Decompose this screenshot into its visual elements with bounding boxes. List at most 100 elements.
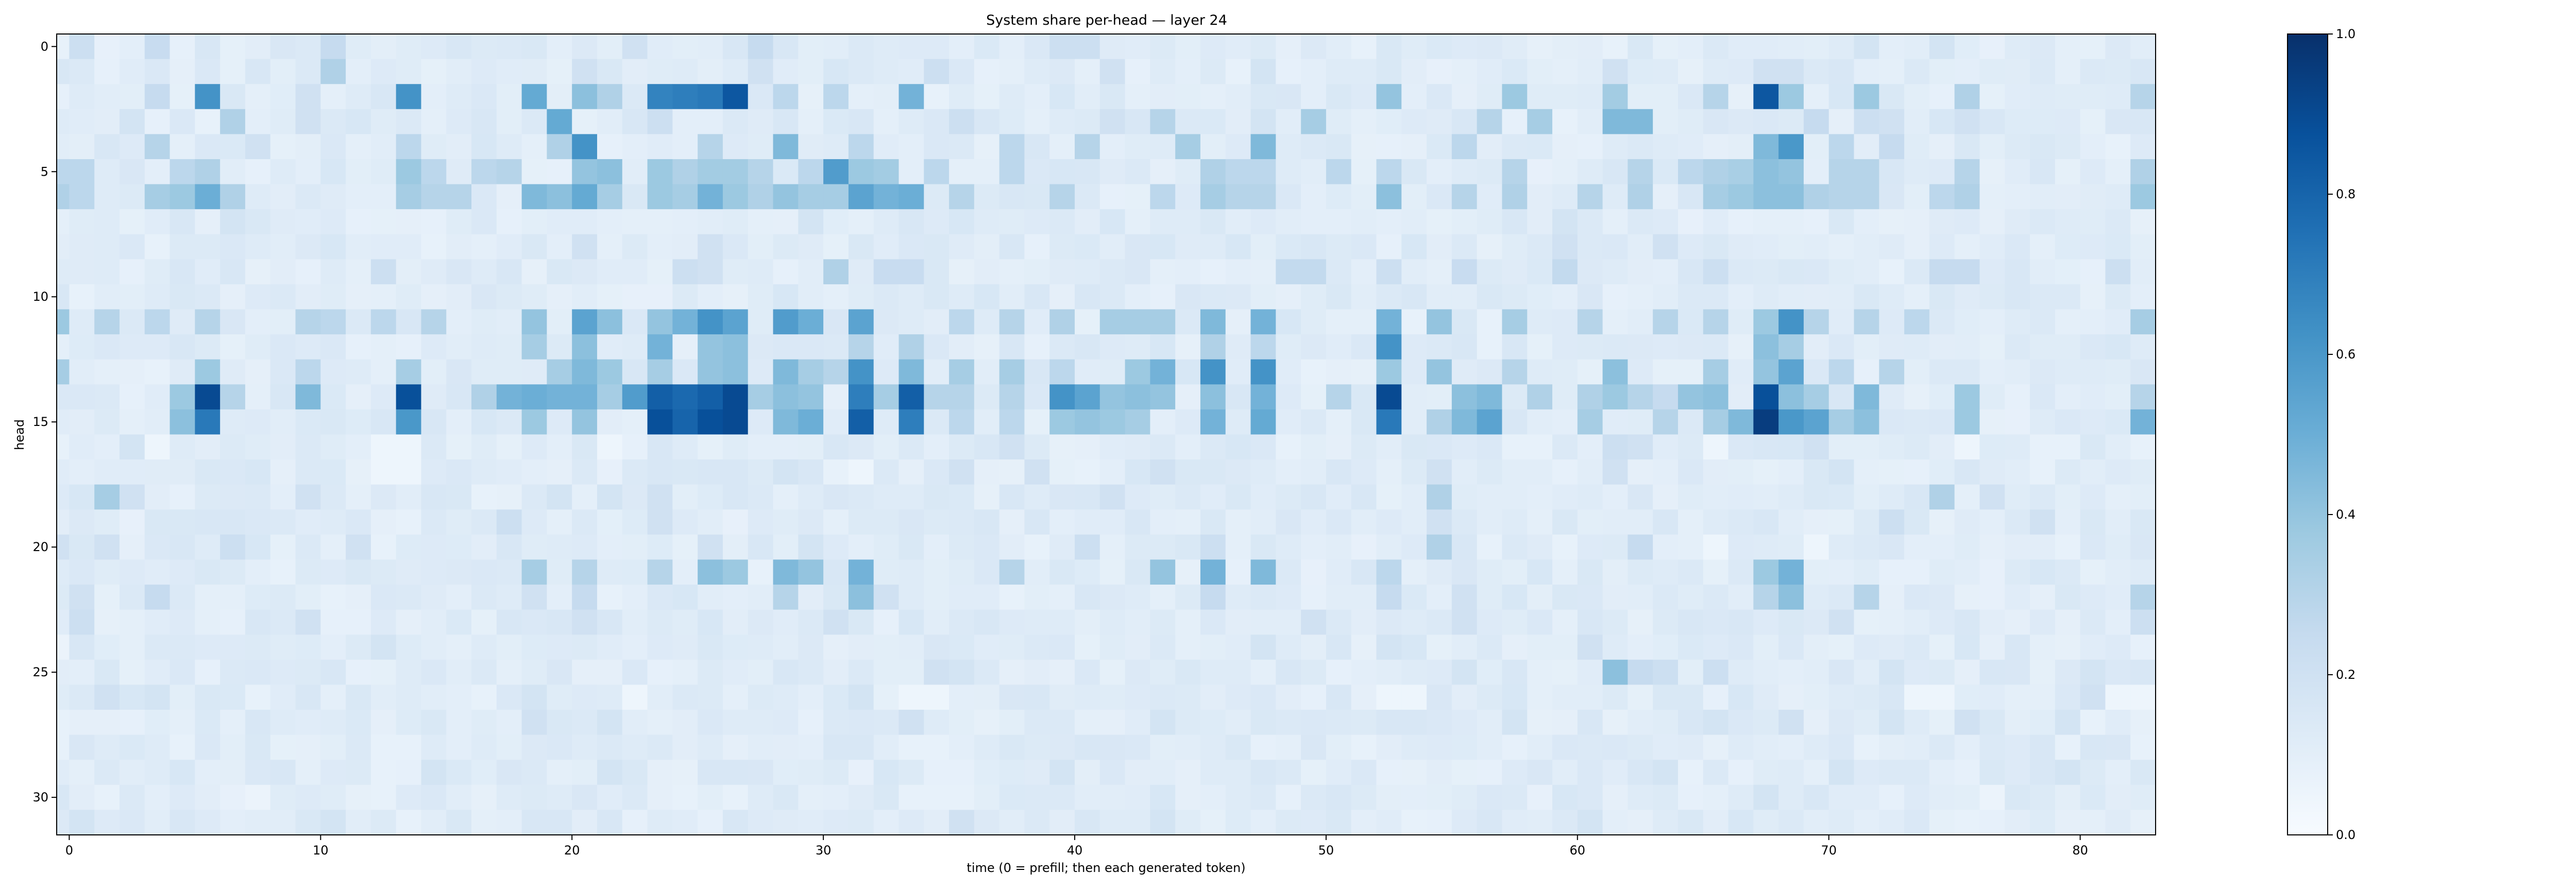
heatmap-cell: [1376, 134, 1402, 160]
heatmap-cell: [1677, 534, 1704, 560]
heatmap-cell: [220, 234, 246, 260]
heatmap-cell: [672, 784, 698, 810]
heatmap-cell: [1628, 109, 1653, 134]
heatmap-cell: [421, 484, 447, 510]
heatmap-cell: [1049, 760, 1075, 785]
heatmap-cell: [2105, 559, 2131, 585]
heatmap-cell: [1929, 259, 1955, 285]
heatmap-cell: [1677, 109, 1704, 134]
heatmap-cell: [1150, 484, 1176, 510]
heatmap-cell: [471, 309, 497, 335]
heatmap-cell: [1628, 234, 1653, 260]
heatmap-cell: [1200, 434, 1226, 460]
heatmap-cell: [1326, 109, 1352, 134]
heatmap-cell: [119, 810, 145, 835]
heatmap-cell: [1125, 109, 1150, 134]
heatmap-cell: [1828, 585, 1855, 610]
heatmap-cell: [1150, 760, 1176, 785]
heatmap-cell: [1099, 434, 1126, 460]
heatmap-cell: [1677, 484, 1704, 510]
heatmap-cell: [949, 784, 975, 810]
heatmap-cell: [873, 234, 900, 260]
heatmap-cell: [1828, 684, 1855, 710]
heatmap-cell: [446, 484, 472, 510]
heatmap-cell: [346, 334, 371, 360]
heatmap-cell: [1125, 284, 1150, 310]
heatmap-cell: [245, 810, 271, 835]
heatmap-cell: [1778, 734, 1804, 760]
heatmap-cell: [974, 784, 1000, 810]
heatmap-cell: [698, 209, 723, 235]
heatmap-cell: [1225, 609, 1251, 635]
heatmap-cell: [1728, 34, 1754, 60]
heatmap-cell: [245, 434, 271, 460]
heatmap-cell: [195, 334, 221, 360]
heatmap-cell: [1653, 585, 1679, 610]
heatmap-cell: [270, 384, 296, 410]
heatmap-cell: [1753, 635, 1779, 660]
heatmap-cell: [1929, 684, 1955, 710]
heatmap-cell: [521, 234, 548, 260]
heatmap-cell: [1602, 459, 1628, 485]
heatmap-cell: [2105, 659, 2131, 686]
heatmap-cell: [547, 784, 572, 810]
heatmap-cell: [873, 34, 900, 60]
heatmap-cell: [1075, 84, 1100, 110]
heatmap-cell: [848, 84, 874, 110]
heatmap-cell: [572, 459, 598, 485]
heatmap-cell: [1351, 309, 1377, 335]
heatmap-cell: [1427, 284, 1452, 310]
heatmap-cell: [2030, 784, 2056, 810]
heatmap-cell: [1577, 784, 1603, 810]
heatmap-cell: [1150, 234, 1176, 260]
heatmap-cell: [1175, 309, 1201, 335]
heatmap-cell: [1552, 609, 1578, 635]
heatmap-cell: [773, 384, 799, 410]
heatmap-cell: [1728, 459, 1754, 485]
heatmap-cell: [1225, 784, 1251, 810]
heatmap-cell: [748, 384, 774, 410]
heatmap-cell: [1225, 34, 1251, 60]
heatmap-cell: [597, 760, 623, 785]
heatmap-cell: [220, 334, 246, 360]
heatmap-cell: [2030, 134, 2056, 160]
heatmap-cell: [848, 609, 874, 635]
heatmap-cell: [974, 284, 1000, 310]
heatmap-cell: [1225, 484, 1251, 510]
heatmap-cell: [2030, 609, 2056, 635]
heatmap-cell: [270, 684, 296, 710]
heatmap-cell: [1326, 159, 1352, 185]
heatmap-cell: [1477, 334, 1503, 360]
heatmap-cell: [1703, 59, 1729, 84]
heatmap-cell: [346, 134, 371, 160]
heatmap-cell: [1024, 534, 1050, 560]
heatmap-cell: [1602, 635, 1628, 660]
heatmap-cell: [999, 434, 1025, 460]
heatmap-cell: [396, 434, 422, 460]
heatmap-cell: [672, 84, 698, 110]
heatmap-cell: [1477, 434, 1503, 460]
heatmap-cell: [496, 559, 522, 585]
heatmap-cell: [672, 710, 698, 735]
heatmap-cell: [1075, 384, 1100, 410]
heatmap-cell: [1376, 684, 1402, 710]
heatmap-cell: [672, 760, 698, 785]
heatmap-cell: [1879, 384, 1905, 410]
heatmap-cell: [622, 334, 648, 360]
heatmap-cell: [69, 734, 95, 760]
heatmap-cell: [1024, 434, 1050, 460]
heatmap-cell: [2130, 159, 2156, 185]
heatmap-cell: [698, 259, 723, 285]
heatmap-cell: [2055, 684, 2081, 710]
heatmap-cell: [1828, 484, 1855, 510]
heatmap-cell: [2130, 434, 2156, 460]
heatmap-cell: [2005, 585, 2030, 610]
heatmap-cell: [848, 734, 874, 760]
heatmap-cell: [1502, 409, 1528, 435]
heatmap-cell: [1451, 234, 1478, 260]
heatmap-cell: [1427, 684, 1452, 710]
heatmap-cell: [848, 784, 874, 810]
heatmap-cell: [823, 209, 849, 235]
heatmap-cell: [346, 784, 371, 810]
heatmap-cell: [1075, 259, 1100, 285]
